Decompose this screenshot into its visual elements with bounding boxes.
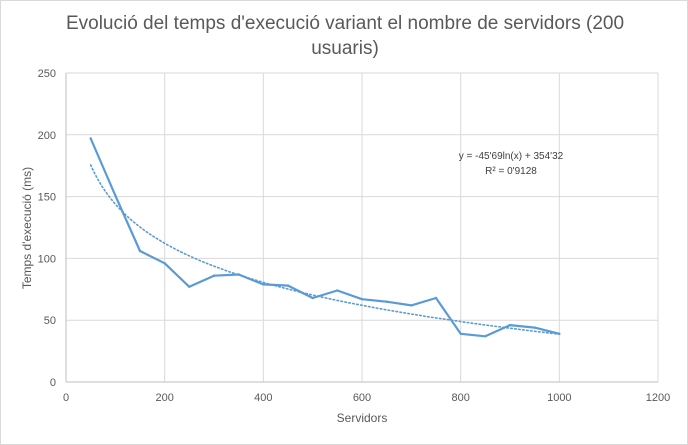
data-point xyxy=(163,262,166,265)
y-tick-label: 50 xyxy=(44,315,56,327)
x-axis-label: Servidors xyxy=(337,411,388,425)
data-point xyxy=(311,296,314,300)
chart-title: Evolució del temps d'execució variant el… xyxy=(1,11,688,61)
data-point xyxy=(237,273,240,276)
x-tick-label: 1200 xyxy=(646,392,670,404)
chart-title-line-1: Evolució del temps d'execució variant el… xyxy=(65,13,625,34)
data-point xyxy=(89,137,92,140)
data-point xyxy=(188,285,191,288)
gridlines xyxy=(66,72,659,382)
trendline-r2: R² = 0'9128 xyxy=(485,166,537,177)
data-point xyxy=(385,300,388,303)
x-tick-label: 400 xyxy=(254,392,272,404)
data-point xyxy=(360,298,364,301)
y-tick-label: 200 xyxy=(38,130,56,142)
trendline-path xyxy=(89,164,561,335)
axes xyxy=(65,73,658,383)
trendline-formula: y = -45'69ln(x) + 354'32 xyxy=(458,151,564,162)
data-point xyxy=(336,289,339,292)
series-line xyxy=(89,137,561,338)
trendline xyxy=(89,164,561,335)
chart-title-line-2: usuaris) xyxy=(311,38,379,59)
y-axis-label: Temps d'execució (ms) xyxy=(20,167,34,289)
x-tick-label: 600 xyxy=(353,392,371,404)
data-point xyxy=(138,249,142,253)
y-tick-label: 100 xyxy=(38,253,56,265)
data-point xyxy=(459,332,462,335)
tick-labels: 0 50 100 150 200 250 0 200 400 600 800 1000 1200 xyxy=(38,68,671,404)
data-point xyxy=(286,284,290,287)
data-point xyxy=(114,194,117,197)
x-tick-label: 1000 xyxy=(547,392,571,404)
data-point xyxy=(410,304,413,307)
x-tick-label: 800 xyxy=(451,392,469,404)
y-tick-label: 0 xyxy=(50,377,56,389)
data-point xyxy=(508,323,512,327)
data-series xyxy=(89,137,561,338)
data-point xyxy=(434,296,438,300)
y-tick-label: 150 xyxy=(38,192,56,204)
x-tick-label: 0 xyxy=(63,392,69,404)
y-tick-label: 250 xyxy=(38,68,56,80)
data-point xyxy=(212,274,216,277)
x-tick-label: 200 xyxy=(155,392,173,404)
data-point xyxy=(262,283,265,286)
data-point xyxy=(484,335,487,338)
data-point xyxy=(558,332,561,335)
trendline-equation: y = -45'69ln(x) + 354'32 R² = 0'9128 xyxy=(421,149,601,179)
data-point xyxy=(533,326,536,329)
